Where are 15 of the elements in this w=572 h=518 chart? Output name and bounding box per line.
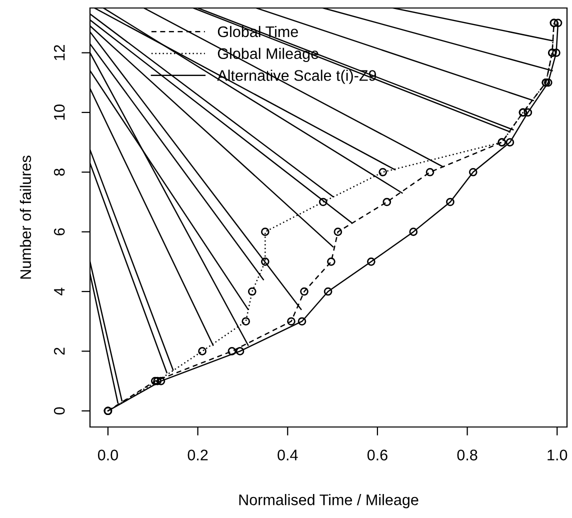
y-axis-title: Number of failures <box>20 156 32 279</box>
y-tick-label: 12 <box>54 45 65 60</box>
x-tick-label: 0.4 <box>278 450 298 460</box>
y-tick-label: 6 <box>54 228 65 236</box>
y-tick-label: 10 <box>54 104 65 120</box>
y-tick-label: 0 <box>54 407 65 415</box>
x-tick-label: 0.6 <box>367 450 388 460</box>
x-tick-label: 0.8 <box>457 450 478 460</box>
y-tick-label: 2 <box>54 348 65 355</box>
x-tick-label: 0.0 <box>98 450 118 460</box>
x-axis-title: Normalised Time / Mileage <box>239 494 418 508</box>
x-tick-label: 0.2 <box>188 450 208 460</box>
y-tick-label: 4 <box>54 288 65 296</box>
x-tick-label: 1.0 <box>548 450 568 460</box>
y-tick-label: 8 <box>54 168 65 176</box>
